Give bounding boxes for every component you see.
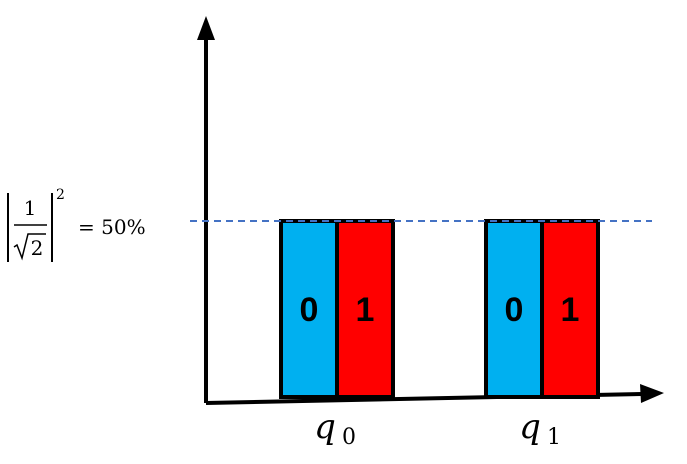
y-axis-arrowhead	[197, 16, 215, 40]
radical-sign	[13, 233, 46, 261]
formula-numerator: 1	[24, 196, 37, 220]
bar-label-q1-state-0: 0	[505, 291, 524, 329]
bar-q1-state-0	[484, 219, 544, 399]
formula-equals-percent: = 50%	[78, 215, 146, 239]
probability-formula: 1 2 2 = 50%	[7, 187, 146, 262]
bar-label-q0-state-0: 0	[300, 291, 319, 329]
formula-radicand: 2	[31, 236, 44, 260]
qubit-subscript-q1: 1	[547, 425, 561, 450]
bar-label-q0-state-1: 1	[356, 291, 375, 329]
bar-label-q1-state-1: 1	[561, 291, 580, 329]
qubit-subscript-q0: 0	[342, 425, 356, 450]
qubit-label-q1: q	[519, 407, 541, 447]
x-axis-arrowhead	[640, 384, 664, 403]
formula-exponent: 2	[56, 187, 65, 203]
bar-q1-state-1	[540, 219, 600, 399]
qubit-label-q0: q	[314, 407, 336, 447]
